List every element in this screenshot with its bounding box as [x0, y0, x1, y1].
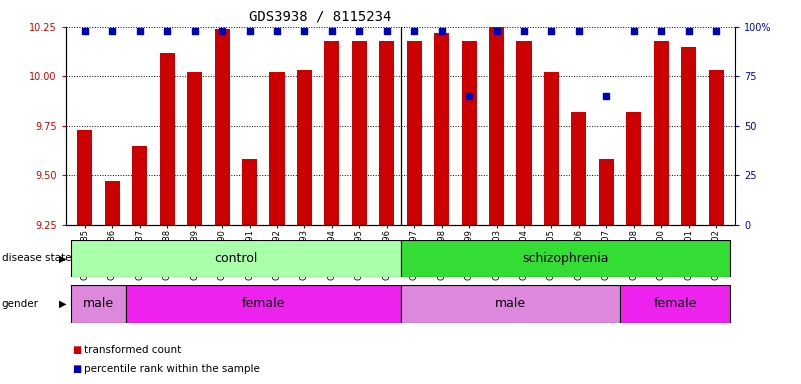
Text: female: female [242, 297, 285, 310]
Point [710, 28, 723, 34]
Point [106, 28, 119, 34]
Point [545, 28, 557, 34]
Bar [709, 70, 723, 225]
Point [244, 28, 256, 34]
Bar [681, 46, 696, 225]
Bar [132, 146, 147, 225]
Point [408, 28, 421, 34]
Point [435, 28, 448, 34]
Text: ■: ■ [72, 364, 82, 374]
Point [161, 28, 174, 34]
Bar [269, 72, 284, 225]
Bar [599, 159, 614, 225]
Bar [620, 285, 730, 323]
Bar [71, 285, 126, 323]
Bar [626, 112, 642, 225]
Text: disease state: disease state [2, 253, 71, 263]
Point [517, 28, 530, 34]
Bar [407, 41, 422, 225]
Bar [187, 72, 202, 225]
Bar [159, 53, 175, 225]
Bar [517, 41, 532, 225]
Bar [489, 27, 504, 225]
Text: schizophrenia: schizophrenia [522, 252, 609, 265]
Bar [461, 41, 477, 225]
Text: male: male [83, 297, 115, 310]
Bar [379, 41, 394, 225]
Bar [297, 70, 312, 225]
Text: GDS3938 / 8115234: GDS3938 / 8115234 [249, 10, 392, 23]
Point [188, 28, 201, 34]
Point [134, 28, 147, 34]
Bar [434, 33, 449, 225]
Point [298, 28, 311, 34]
Point [380, 28, 393, 34]
Point [325, 28, 338, 34]
Point [682, 28, 695, 34]
Point [463, 93, 476, 99]
Text: ▶: ▶ [58, 299, 66, 309]
Text: ■: ■ [72, 345, 82, 355]
Bar [571, 112, 586, 225]
Point [490, 28, 503, 34]
Point [627, 28, 640, 34]
Point [654, 28, 667, 34]
Text: percentile rank within the sample: percentile rank within the sample [84, 364, 260, 374]
Text: female: female [654, 297, 697, 310]
Bar [654, 41, 669, 225]
Text: control: control [214, 252, 258, 265]
Bar [242, 159, 257, 225]
Text: transformed count: transformed count [84, 345, 181, 355]
Point [215, 28, 228, 34]
Bar [71, 240, 400, 277]
Bar [352, 41, 367, 225]
Bar [544, 72, 559, 225]
Point [353, 28, 366, 34]
Point [271, 28, 284, 34]
Bar [126, 285, 400, 323]
Bar [324, 41, 340, 225]
Point [78, 28, 91, 34]
Text: male: male [495, 297, 525, 310]
Point [600, 93, 613, 99]
Bar [105, 181, 120, 225]
Bar [400, 240, 730, 277]
Bar [78, 130, 92, 225]
Text: gender: gender [2, 299, 38, 309]
Point [573, 28, 586, 34]
Bar [400, 285, 620, 323]
Text: ▶: ▶ [58, 253, 66, 263]
Bar [215, 29, 230, 225]
